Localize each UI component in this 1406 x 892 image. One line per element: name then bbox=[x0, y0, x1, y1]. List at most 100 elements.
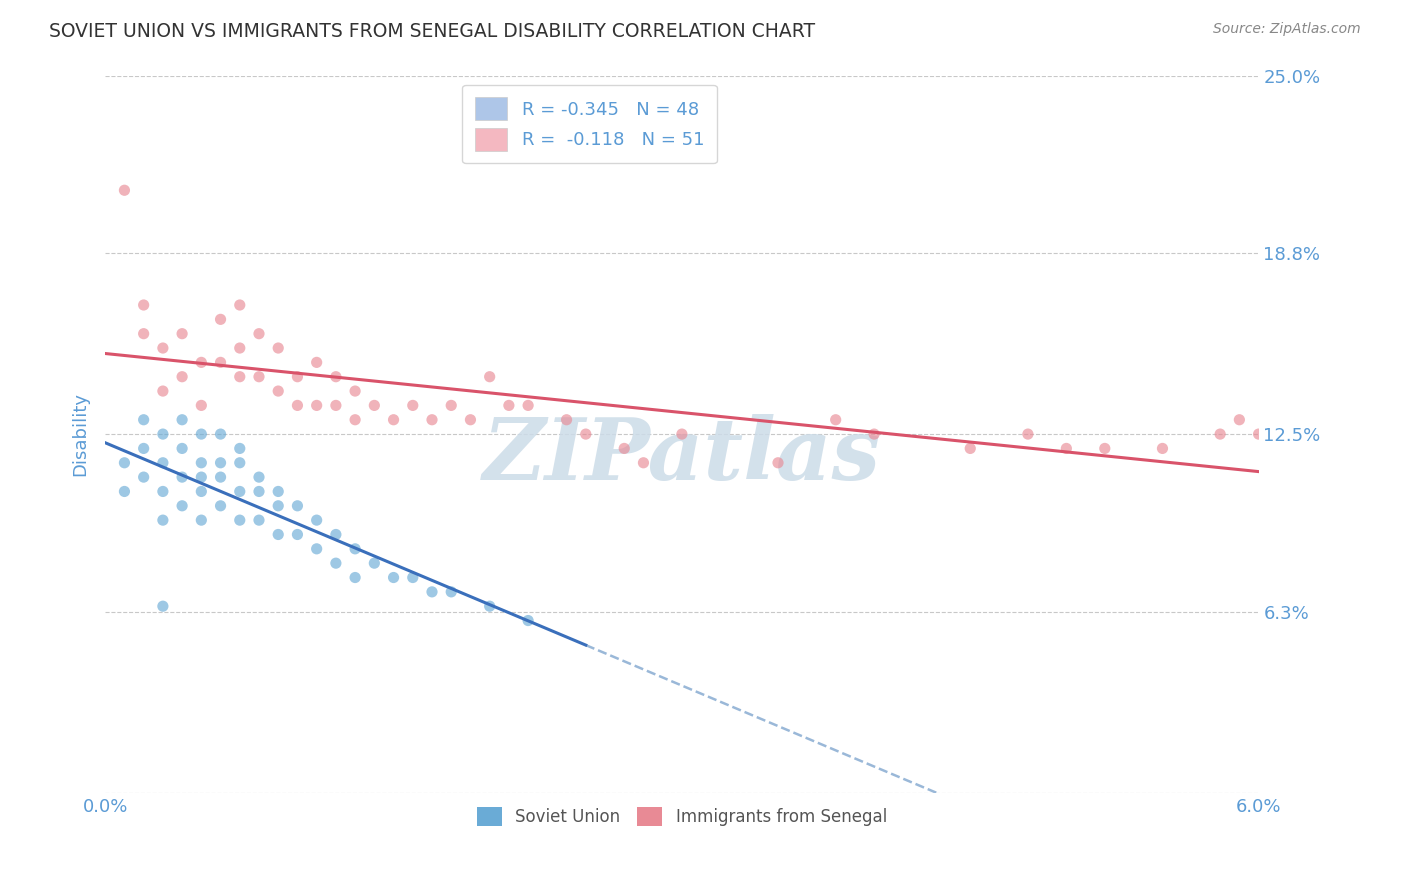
Point bbox=[287, 398, 309, 412]
Point bbox=[132, 413, 155, 427]
Point bbox=[132, 326, 155, 341]
Point bbox=[172, 326, 194, 341]
Point bbox=[460, 413, 482, 427]
Point bbox=[247, 484, 270, 499]
Point bbox=[172, 499, 194, 513]
Point bbox=[247, 513, 270, 527]
Point bbox=[824, 413, 846, 427]
Point bbox=[152, 456, 174, 470]
Point bbox=[229, 442, 252, 456]
Point bbox=[498, 398, 520, 412]
Point bbox=[1017, 427, 1039, 442]
Point bbox=[863, 427, 886, 442]
Point bbox=[209, 355, 232, 369]
Point bbox=[287, 499, 309, 513]
Point bbox=[152, 427, 174, 442]
Point bbox=[229, 484, 252, 499]
Point bbox=[190, 427, 212, 442]
Point bbox=[633, 456, 655, 470]
Point bbox=[382, 570, 405, 584]
Point bbox=[247, 470, 270, 484]
Point bbox=[209, 312, 232, 326]
Text: Source: ZipAtlas.com: Source: ZipAtlas.com bbox=[1213, 22, 1361, 37]
Point bbox=[325, 527, 347, 541]
Point bbox=[267, 484, 290, 499]
Point bbox=[420, 585, 443, 599]
Text: SOVIET UNION VS IMMIGRANTS FROM SENEGAL DISABILITY CORRELATION CHART: SOVIET UNION VS IMMIGRANTS FROM SENEGAL … bbox=[49, 22, 815, 41]
Point bbox=[190, 470, 212, 484]
Point bbox=[1054, 442, 1077, 456]
Point bbox=[247, 369, 270, 384]
Y-axis label: Disability: Disability bbox=[72, 392, 89, 476]
Point bbox=[325, 556, 347, 570]
Point bbox=[1209, 427, 1232, 442]
Point bbox=[959, 442, 981, 456]
Point bbox=[190, 513, 212, 527]
Point bbox=[305, 513, 328, 527]
Point bbox=[287, 527, 309, 541]
Point bbox=[114, 183, 136, 197]
Point bbox=[190, 456, 212, 470]
Point bbox=[402, 398, 425, 412]
Point bbox=[575, 427, 598, 442]
Point bbox=[172, 413, 194, 427]
Point bbox=[478, 369, 501, 384]
Point bbox=[267, 499, 290, 513]
Point bbox=[209, 456, 232, 470]
Point bbox=[267, 384, 290, 398]
Point bbox=[190, 484, 212, 499]
Point bbox=[114, 456, 136, 470]
Point bbox=[172, 442, 194, 456]
Point bbox=[613, 442, 636, 456]
Point bbox=[152, 341, 174, 355]
Point bbox=[1247, 427, 1270, 442]
Point bbox=[517, 398, 540, 412]
Point bbox=[517, 614, 540, 628]
Point bbox=[132, 442, 155, 456]
Point bbox=[190, 398, 212, 412]
Point bbox=[402, 570, 425, 584]
Point bbox=[172, 369, 194, 384]
Point bbox=[363, 398, 385, 412]
Point bbox=[344, 570, 367, 584]
Point bbox=[305, 541, 328, 556]
Point bbox=[478, 599, 501, 614]
Point bbox=[420, 413, 443, 427]
Point bbox=[229, 456, 252, 470]
Point bbox=[344, 384, 367, 398]
Point bbox=[172, 470, 194, 484]
Point bbox=[382, 413, 405, 427]
Point bbox=[209, 427, 232, 442]
Point bbox=[305, 355, 328, 369]
Point bbox=[152, 384, 174, 398]
Point bbox=[344, 541, 367, 556]
Point bbox=[209, 499, 232, 513]
Point bbox=[325, 369, 347, 384]
Point bbox=[114, 484, 136, 499]
Point bbox=[152, 484, 174, 499]
Point bbox=[1152, 442, 1174, 456]
Point bbox=[440, 398, 463, 412]
Point bbox=[132, 470, 155, 484]
Point bbox=[267, 527, 290, 541]
Text: ZIPatlas: ZIPatlas bbox=[482, 414, 882, 498]
Point bbox=[325, 398, 347, 412]
Point bbox=[344, 413, 367, 427]
Point bbox=[287, 369, 309, 384]
Legend: Soviet Union, Immigrants from Senegal: Soviet Union, Immigrants from Senegal bbox=[468, 798, 896, 835]
Point bbox=[209, 470, 232, 484]
Point bbox=[229, 298, 252, 312]
Point bbox=[247, 326, 270, 341]
Point bbox=[440, 585, 463, 599]
Point bbox=[152, 599, 174, 614]
Point bbox=[132, 298, 155, 312]
Point bbox=[1094, 442, 1116, 456]
Point bbox=[190, 355, 212, 369]
Point bbox=[229, 369, 252, 384]
Point bbox=[229, 341, 252, 355]
Point bbox=[305, 398, 328, 412]
Point bbox=[152, 513, 174, 527]
Point bbox=[1227, 413, 1250, 427]
Point bbox=[766, 456, 789, 470]
Point bbox=[363, 556, 385, 570]
